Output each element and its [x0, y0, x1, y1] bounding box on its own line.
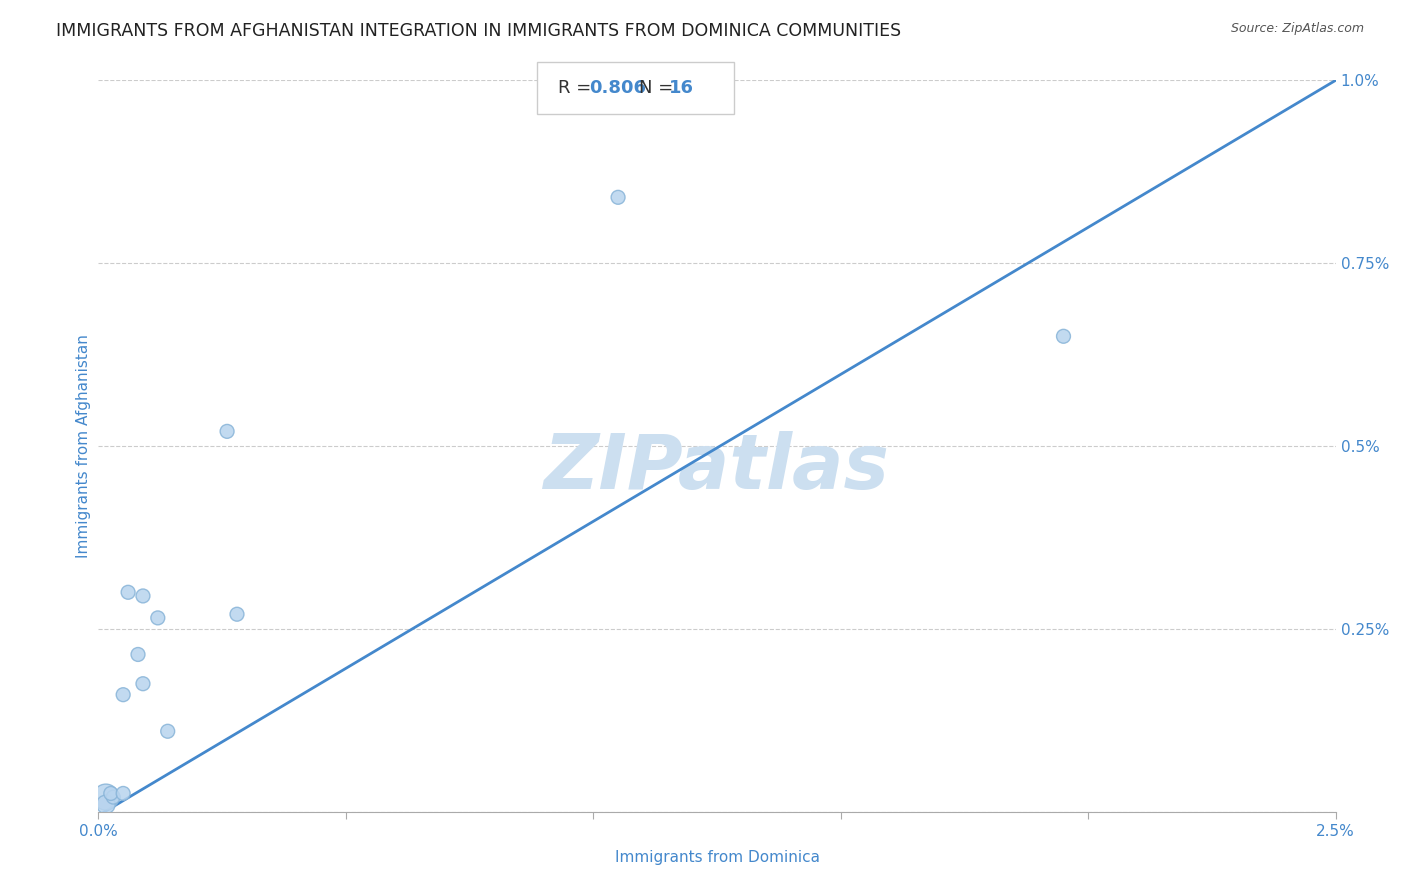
- Point: [112, 787, 135, 801]
- Point: [132, 589, 155, 603]
- Point: [112, 688, 135, 702]
- Point: [94, 790, 117, 805]
- Point: [127, 648, 149, 662]
- Point: [146, 611, 169, 625]
- Text: R =: R =: [558, 79, 598, 97]
- Point: [226, 607, 249, 622]
- Y-axis label: Immigrants from Afghanistan: Immigrants from Afghanistan: [76, 334, 91, 558]
- Point: [103, 790, 125, 805]
- Point: [217, 425, 239, 439]
- Point: [117, 585, 139, 599]
- Text: 16: 16: [669, 79, 695, 97]
- Point: [100, 787, 122, 801]
- Text: ZIPatlas: ZIPatlas: [544, 431, 890, 505]
- Text: Source: ZipAtlas.com: Source: ZipAtlas.com: [1230, 22, 1364, 36]
- Text: IMMIGRANTS FROM AFGHANISTAN INTEGRATION IN IMMIGRANTS FROM DOMINICA COMMUNITIES: IMMIGRANTS FROM AFGHANISTAN INTEGRATION …: [56, 22, 901, 40]
- Text: N =: N =: [640, 79, 679, 97]
- Point: [94, 797, 117, 812]
- Point: [156, 724, 179, 739]
- X-axis label: Immigrants from Dominica: Immigrants from Dominica: [614, 850, 820, 864]
- Point: [132, 676, 155, 690]
- Point: [1052, 329, 1074, 343]
- Point: [607, 190, 630, 204]
- Text: 0.806: 0.806: [589, 79, 645, 97]
